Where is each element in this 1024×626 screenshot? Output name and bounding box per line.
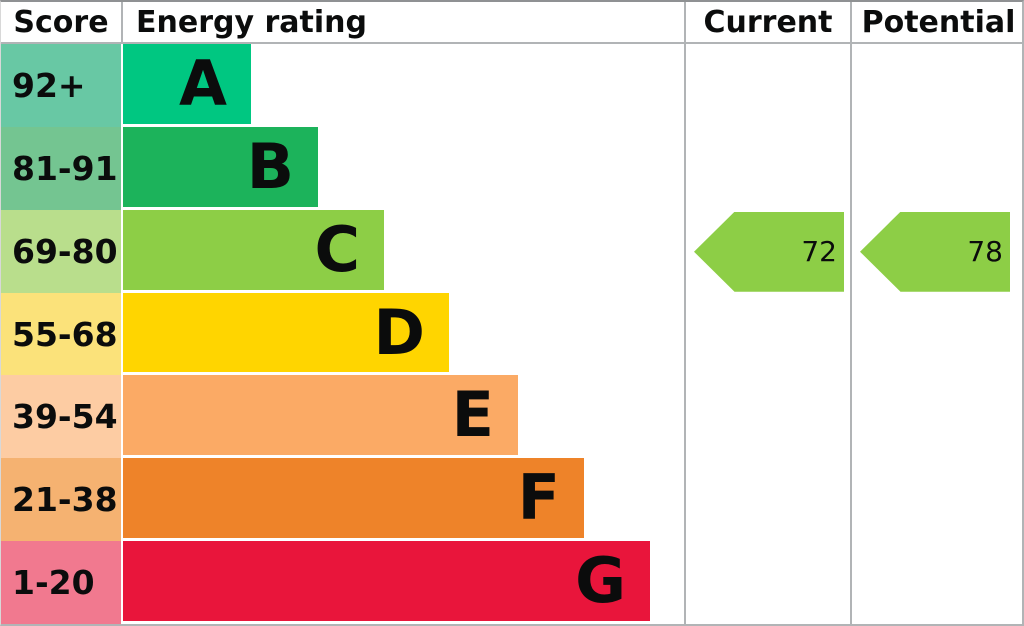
score-range-g: 1-20 [1,541,121,624]
rating-bar-e: E [123,375,518,456]
rating-bar-b: B [123,126,318,207]
current-column: Current 72 [684,2,850,624]
band-letter-b: B [246,129,294,203]
current-arrow: 72 [694,211,844,292]
band-letter-a: A [179,46,227,120]
score-range-c: 69-80 [1,209,121,293]
potential-arrow: 78 [860,211,1010,292]
rating-bar-d: D [123,292,449,373]
band-row-b: 81-91 B [1,126,1022,210]
potential-header: Potential [852,2,1022,44]
band-letter-d: D [373,295,425,369]
band-row-g: 1-20 G [1,541,1022,624]
band-letter-f: F [517,461,560,535]
rating-bar-a: A [123,44,251,124]
rating-bar-c: C [123,209,384,290]
band-letter-g: G [575,544,626,618]
energy-rating-header: Energy rating [121,2,684,42]
score-range-b: 81-91 [1,126,121,210]
band-row-f: 21-38 F [1,458,1022,542]
band-letter-c: C [314,212,360,286]
score-header: Score [13,4,109,40]
potential-value: 78 [967,235,1003,269]
potential-column: Potential 78 [850,2,1022,624]
band-row-c: 69-80 C [1,209,1022,293]
band-row-a: 92+ A [1,44,1022,127]
band-letter-e: E [451,378,494,452]
rating-bar-f: F [123,458,584,539]
current-value: 72 [801,235,837,269]
chart-header: Score Energy rating [1,2,684,44]
score-range-e: 39-54 [1,375,121,459]
current-header: Current [686,2,850,44]
score-range-f: 21-38 [1,458,121,542]
band-rows: 92+ A 81-91 B 69-80 C 55-68 D 39-54 [1,44,1022,624]
band-row-d: 55-68 D [1,292,1022,376]
score-range-a: 92+ [1,44,121,127]
rating-bar-g: G [123,541,650,622]
band-row-e: 39-54 E [1,375,1022,459]
score-range-d: 55-68 [1,292,121,376]
